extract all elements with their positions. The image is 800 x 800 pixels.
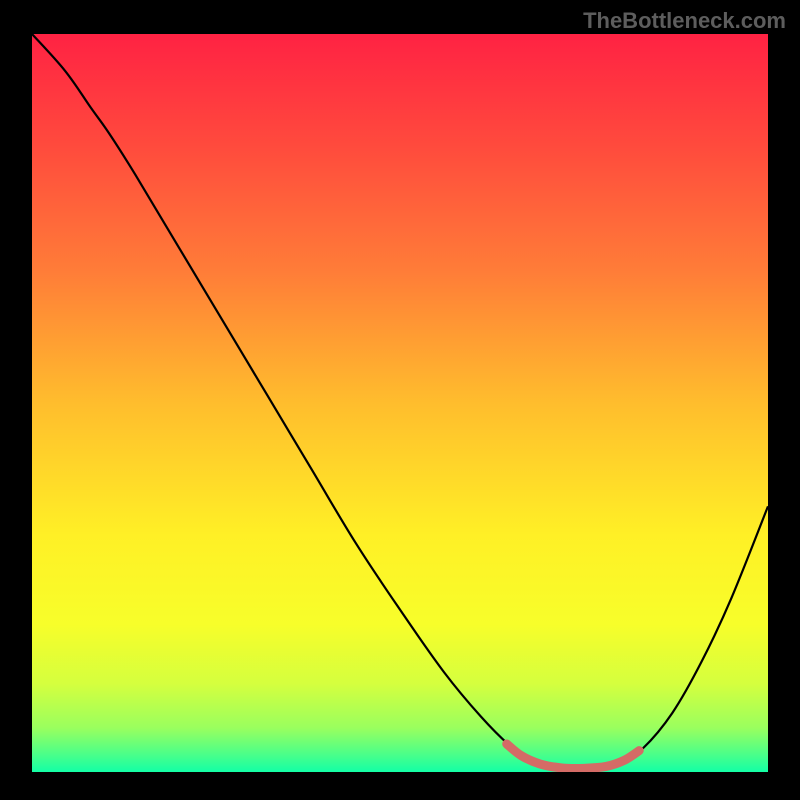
chart-background: [32, 34, 768, 772]
chart-svg: [32, 34, 768, 772]
chart-plot-area: [32, 34, 768, 772]
attribution-text: TheBottleneck.com: [583, 8, 786, 34]
